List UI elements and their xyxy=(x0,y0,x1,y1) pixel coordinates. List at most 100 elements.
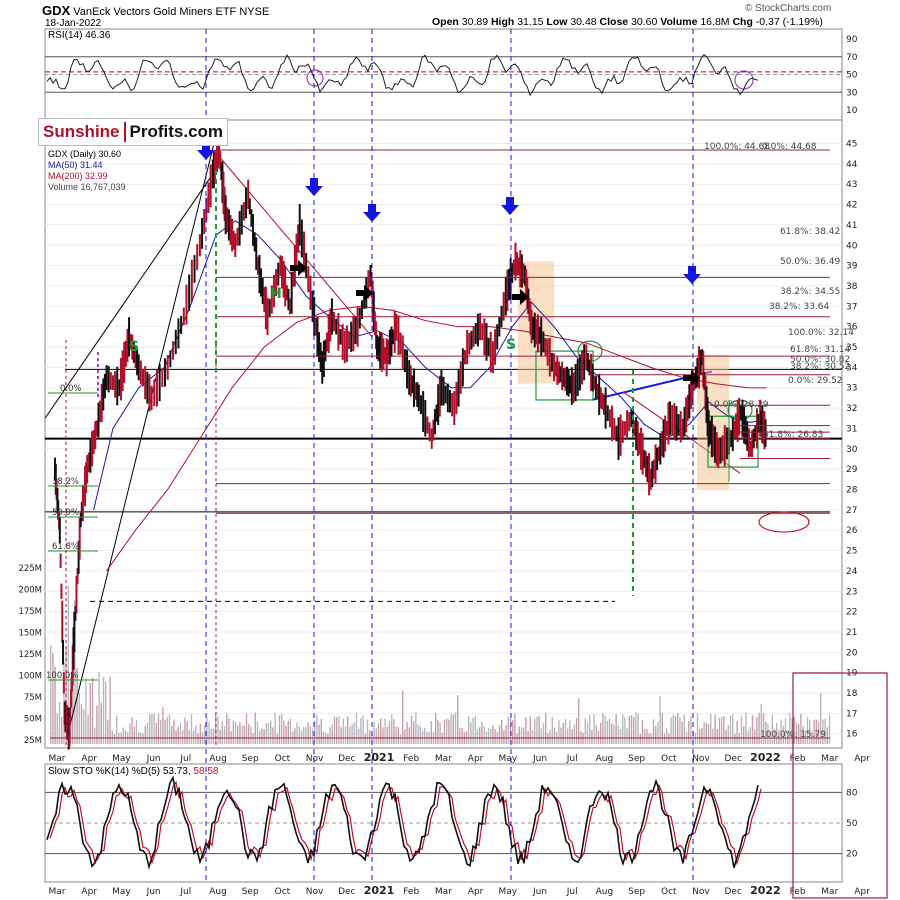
volume-tick-label: 200M xyxy=(18,586,42,596)
volume-bar xyxy=(630,715,633,744)
low-label: Low xyxy=(546,16,568,28)
volume-bar xyxy=(771,714,773,744)
volume-bar xyxy=(531,729,534,744)
volume-bar xyxy=(520,727,523,744)
volume-bar xyxy=(303,726,305,744)
volume-bar xyxy=(160,720,162,744)
volume-bar xyxy=(331,724,333,744)
price-tick-label: 41 xyxy=(846,221,857,231)
volume-bar xyxy=(193,730,195,744)
volume-bar xyxy=(716,728,718,744)
x-tick-label-top: Jun xyxy=(532,754,547,764)
volume-tick-label: 75M xyxy=(24,693,42,703)
price-tick-label: 39 xyxy=(846,262,858,272)
price-tick-label: 26 xyxy=(846,526,858,536)
volume-bar xyxy=(281,713,283,744)
volume-bar xyxy=(131,717,133,744)
volume-bar xyxy=(221,721,223,744)
volume-bar xyxy=(67,586,69,744)
volume-bar xyxy=(560,727,562,744)
volume-bar xyxy=(481,721,483,744)
price-tick-label: 34 xyxy=(846,363,858,373)
volume-bar xyxy=(287,720,289,744)
x-tick-label-bottom: Jul xyxy=(179,887,191,897)
volume-bar xyxy=(307,722,309,744)
volume-bar xyxy=(782,725,784,744)
volume-bar xyxy=(446,718,448,744)
volume-bar xyxy=(435,713,437,744)
fibonacci-levels: 100.0%: 44.680.0%: 44.68 61.8%: 38.42 50.0… xyxy=(46,142,854,740)
volume-bar xyxy=(122,727,124,744)
volume-bar xyxy=(96,705,98,744)
fib-label: 61.8%: 31.14 xyxy=(790,345,851,355)
down-arrow-icon xyxy=(305,178,323,196)
volume-bar xyxy=(100,702,102,744)
volume-bar xyxy=(718,717,721,744)
volume-bar xyxy=(228,718,230,744)
volume-bar xyxy=(740,715,743,744)
price-series xyxy=(54,135,767,750)
x-tick-label-bottom: Dec xyxy=(724,887,741,897)
rsi-indicator xyxy=(45,53,842,97)
low-value: 30.48 xyxy=(570,16,597,28)
volume-bar xyxy=(215,713,217,744)
volume-bar xyxy=(696,713,699,744)
volume-bar xyxy=(668,733,670,744)
price-tick-label: 29 xyxy=(846,465,858,475)
volume-bar xyxy=(604,715,606,744)
x-tick-label-bottom: Sep xyxy=(628,887,645,897)
fib-label: 50.0%: 30.82 xyxy=(790,355,850,365)
volume-bar xyxy=(226,713,228,744)
sto-panel xyxy=(44,763,843,883)
volume-bar xyxy=(663,733,666,744)
price-tick-label: 24 xyxy=(846,567,858,577)
volume-bar xyxy=(329,726,331,744)
volume-bar xyxy=(349,726,351,744)
volume-bar xyxy=(296,722,298,744)
volume-bar xyxy=(628,715,630,744)
volume-bar xyxy=(129,723,131,744)
price-tick-label: 22 xyxy=(846,608,857,618)
volume-bar xyxy=(608,718,611,744)
trend-down-line xyxy=(214,151,373,338)
volume-bar xyxy=(362,715,364,744)
logo-part1: Sunshine xyxy=(39,122,126,142)
volume-bar xyxy=(366,719,369,744)
volume-bar xyxy=(413,720,415,744)
volume-bar xyxy=(210,728,212,744)
legend-ma50: MA(50) 31.44 xyxy=(48,160,103,170)
volume-bar xyxy=(802,726,804,744)
x-tick-label-bottom: May xyxy=(112,887,131,897)
high-value: 31.15 xyxy=(517,16,544,28)
price-tick-label: 42 xyxy=(846,201,857,211)
price-tick-label: 23 xyxy=(846,587,857,597)
volume-bar xyxy=(516,733,518,744)
annotation-marks: S H S xyxy=(65,29,730,882)
legend-main: GDX (Daily) 30.60 xyxy=(48,149,122,159)
volume-bar xyxy=(681,721,683,744)
fib-label: 38.2%: 33.64 xyxy=(769,302,830,312)
volume-bar xyxy=(657,722,659,744)
volume-bar xyxy=(454,712,457,744)
volume-bar xyxy=(795,721,798,744)
volume-bar xyxy=(155,723,157,744)
volume-tick-label: 150M xyxy=(18,629,42,639)
x-tick-label-top: Jul xyxy=(566,754,578,764)
open-label: Open xyxy=(432,16,459,28)
volume-bar xyxy=(721,716,723,744)
orange-zone xyxy=(697,355,729,490)
volume-bar xyxy=(641,720,644,744)
volume-bar xyxy=(164,719,166,744)
volume-bar xyxy=(347,716,349,744)
volume-bar xyxy=(391,714,393,744)
volume-bar xyxy=(637,713,639,744)
x-tick-label-bottom: Jun xyxy=(146,887,161,897)
volume-bar xyxy=(573,724,575,744)
rsi-panel xyxy=(44,28,843,121)
volume-bar xyxy=(351,724,353,744)
volume-bar xyxy=(514,713,516,744)
volume-bar xyxy=(622,714,624,744)
volume-bar xyxy=(316,714,318,744)
sto-k-line xyxy=(46,775,759,870)
volume-bar xyxy=(505,724,507,744)
